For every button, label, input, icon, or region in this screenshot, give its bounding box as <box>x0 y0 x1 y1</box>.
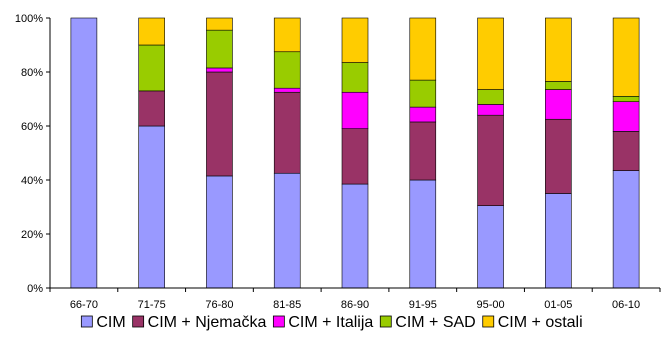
legend-swatch <box>379 315 392 328</box>
legend-item-cim-sad: CIM + SAD <box>379 314 476 331</box>
bar-segment-cim-71-75 <box>138 125 165 289</box>
bar-segment-cim-66-70 <box>70 17 98 289</box>
x-tick-label: 86-90 <box>341 299 369 311</box>
legend-swatch <box>132 315 145 328</box>
x-tick-label: 95-00 <box>476 299 504 311</box>
legend-label: CIM + SAD <box>395 314 475 331</box>
bar-segment-cim-njemacka-06-10 <box>612 131 640 171</box>
plot-area <box>70 17 640 289</box>
bar-segment-cim-91-95 <box>409 179 437 289</box>
bar-segment-cim-italija-76-80 <box>206 67 233 73</box>
bar-segment-cim-81-85 <box>273 172 301 289</box>
bar-segment-cim-sad-95-00 <box>477 89 504 105</box>
axes: 0% 20% 40% 60% 80% 100% 66-70 71-75 76-80 81-85 86… <box>15 13 661 311</box>
x-tick-label: 71-75 <box>138 299 166 311</box>
x-tick-label: 91-95 <box>409 299 437 311</box>
bar-segment-cim-ostali-95-00 <box>477 17 504 90</box>
bar-segment-cim-ostali-01-05 <box>545 17 572 82</box>
x-tick-label: 76-80 <box>205 299 233 311</box>
bar-segment-cim-njemacka-71-75 <box>138 90 165 127</box>
y-tick-label: 80% <box>21 67 43 79</box>
x-tick-label: 81-85 <box>273 299 301 311</box>
bar-segment-cim-ostali-71-75 <box>138 17 165 46</box>
y-tick-label: 100% <box>15 13 43 25</box>
bar-segment-cim-95-00 <box>477 205 504 289</box>
bar-segment-cim-ostali-86-90 <box>341 17 369 63</box>
bar-segment-cim-sad-06-10 <box>612 96 640 103</box>
bar-segment-cim-76-80 <box>206 175 233 289</box>
legend-item-cim: CIM <box>80 314 126 331</box>
bar-segment-cim-ostali-81-85 <box>273 17 301 53</box>
bar-segment-cim-ostali-06-10 <box>612 17 640 97</box>
legend-label: CIM + ostali <box>498 314 583 331</box>
bar-segment-cim-sad-81-85 <box>273 51 301 89</box>
bar-segment-cim-njemacka-95-00 <box>477 114 504 206</box>
bar-segment-cim-06-10 <box>612 170 640 289</box>
y-tick-label: 20% <box>21 229 43 241</box>
bar-segment-cim-sad-76-80 <box>206 29 233 69</box>
x-tick-label: 66-70 <box>70 299 98 311</box>
legend-swatch <box>482 315 495 328</box>
y-tick-label: 60% <box>21 121 43 133</box>
y-tick-label: 0% <box>27 283 43 295</box>
bar-segment-cim-italija-01-05 <box>545 89 572 120</box>
legend-item-cim-italija: CIM + Italija <box>272 314 373 331</box>
legend-label: CIM + Italija <box>288 314 373 331</box>
bar-segment-cim-italija-95-00 <box>477 104 504 116</box>
bar-segment-cim-ostali-76-80 <box>206 17 233 31</box>
bar-segment-cim-njemacka-81-85 <box>273 91 301 174</box>
bar-segment-cim-sad-91-95 <box>409 79 437 108</box>
legend-label: CIM + Njemačka <box>148 314 267 331</box>
x-tick-label: 01-05 <box>544 299 572 311</box>
legend-swatch <box>272 315 285 328</box>
x-tick-label: 06-10 <box>612 299 640 311</box>
bar-segment-cim-italija-91-95 <box>409 106 437 123</box>
legend: CIM CIM + Njemačka CIM + Italija CIM + SAD C… <box>80 314 583 331</box>
bar-segment-cim-njemacka-86-90 <box>341 128 369 185</box>
legend-item-cim-njemacka: CIM + Njemačka <box>132 314 267 331</box>
bar-segment-cim-01-05 <box>545 193 572 289</box>
bar-segment-cim-ostali-91-95 <box>409 17 437 81</box>
legend-item-cim-ostali: CIM + ostali <box>482 314 583 331</box>
bar-segment-cim-sad-86-90 <box>341 62 369 93</box>
y-tick-label: 40% <box>21 175 43 187</box>
bar-segment-cim-italija-06-10 <box>612 101 640 132</box>
bar-segment-cim-njemacka-01-05 <box>545 118 572 194</box>
legend-label: CIM <box>96 314 125 331</box>
bar-segment-cim-njemacka-76-80 <box>206 71 233 177</box>
bar-segment-cim-njemacka-91-95 <box>409 121 437 181</box>
bar-segment-cim-86-90 <box>341 183 369 289</box>
bar-segment-cim-sad-01-05 <box>545 81 572 90</box>
bar-segment-cim-italija-86-90 <box>341 91 369 130</box>
bar-segment-cim-sad-71-75 <box>138 44 165 92</box>
legend-swatch <box>80 315 93 328</box>
bar-segment-cim-italija-81-85 <box>273 87 301 93</box>
